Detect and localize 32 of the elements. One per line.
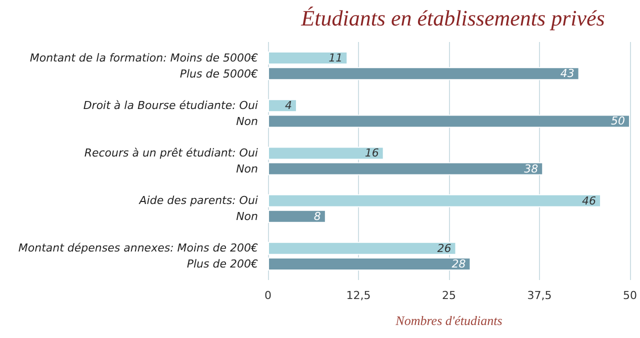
bar [268,99,297,112]
data-label: 4 [284,99,292,112]
data-label: 46 [582,194,596,208]
data-label: 8 [314,210,321,223]
bar [268,114,630,128]
bar [268,162,544,176]
y-tick-label: Montant dépenses annexes: Moins de 200€ Plus de 200€ [18,242,258,271]
chart-title: Étudiants en établissements privés [300,6,605,30]
data-label: 50 [611,114,625,128]
x-tick-label: 0 [264,289,272,302]
x-axis-title: Nombres d'étudiants [394,313,502,328]
data-label: 38 [524,162,538,176]
y-tick-label: Aide des parents: Oui Non [138,194,258,224]
data-label: 43 [560,67,574,80]
y-tick-label: Droit à la Bourse étudiante: Oui Non [83,98,258,128]
y-tick-label: Recours à un prêt étudiant: Oui Non [84,146,258,176]
bar [268,52,348,64]
x-tick-label: 12,5 [346,289,371,302]
bar [268,242,456,255]
data-label: 28 [452,258,466,270]
x-tick-label: 25 [442,289,456,302]
data-label: 16 [364,146,379,160]
bar [268,146,384,160]
data-label: 26 [437,242,452,255]
data-label: 11 [328,52,343,64]
bar [268,210,326,223]
bar [268,67,580,80]
x-tick-label: 50 [623,289,637,302]
y-tick-label: Montant de la formation: Moins de 5000€ Plus de 5000€ [30,51,258,80]
bar [268,194,602,208]
x-tick-label: 37,5 [527,289,552,302]
bar [268,258,471,270]
